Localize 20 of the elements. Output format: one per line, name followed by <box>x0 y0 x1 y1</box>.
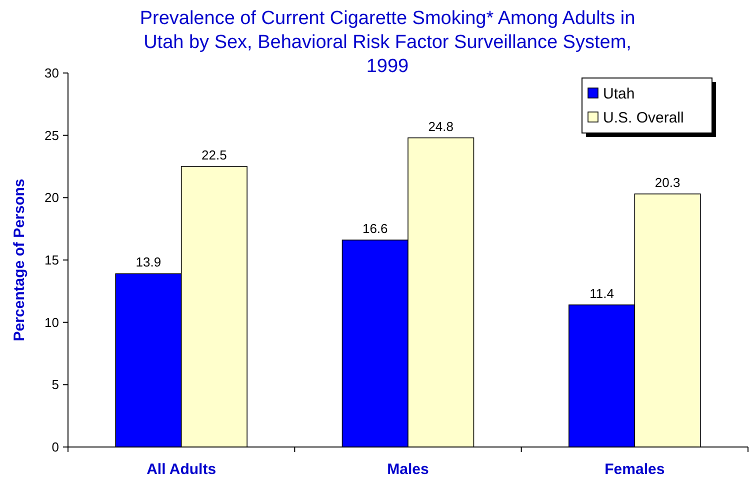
legend-label: Utah <box>603 85 635 102</box>
y-tick-label: 15 <box>44 252 59 268</box>
y-tick-label: 20 <box>44 190 59 206</box>
y-tick-label: 30 <box>44 66 59 81</box>
data-label: 13.9 <box>136 254 162 270</box>
y-tick-label: 0 <box>52 440 59 455</box>
data-label: 11.4 <box>590 286 614 301</box>
y-tick-label: 5 <box>52 377 59 392</box>
y-tick-label: 10 <box>44 314 59 330</box>
data-label: 20.3 <box>654 174 680 190</box>
y-tick-label: 25 <box>44 128 59 143</box>
chart-title: Prevalence of Current Cigarette Smoking* Among Adults in Utah by Sex, Behavioral Risk Factor Surveillance System, 1999 <box>140 8 636 77</box>
y-axis-title: Percentage of Persons <box>11 178 28 342</box>
x-tick-label: Females <box>604 461 665 478</box>
data-label: 16.6 <box>362 221 388 236</box>
data-label: 22.5 <box>202 148 227 162</box>
legend-label: U.S. Overall <box>603 109 684 126</box>
data-label: 24.8 <box>428 118 454 134</box>
x-tick-label: Males <box>387 461 429 478</box>
x-tick-label: All Adults <box>146 461 216 478</box>
